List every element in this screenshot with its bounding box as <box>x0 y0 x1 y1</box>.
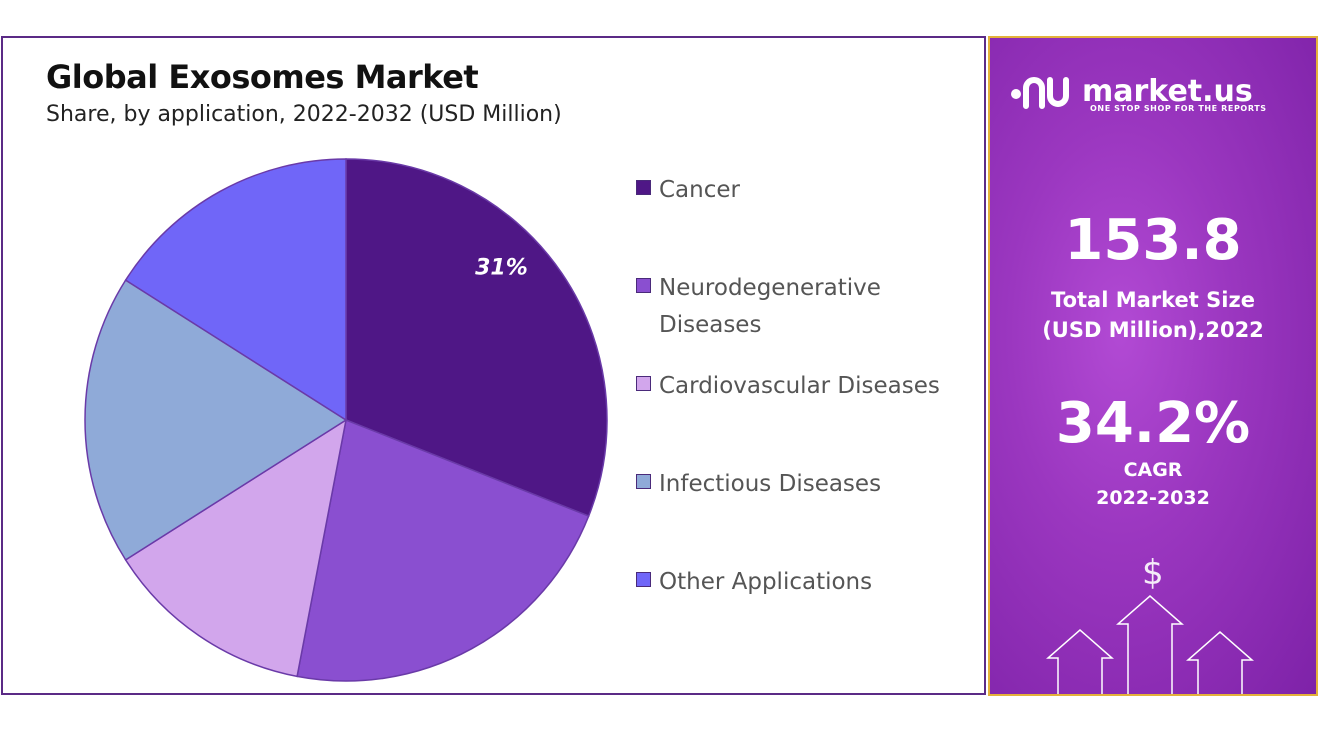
market-size-value: 153.8 <box>1064 208 1242 273</box>
legend-label-neurodegenerative-line2: Diseases <box>659 312 762 338</box>
legend-item-infectious[interactable]: Infectious Diseases <box>636 466 881 503</box>
legend-swatch-cardiovascular <box>636 376 651 391</box>
logo-text: market.us <box>1082 74 1253 109</box>
growth-arrows-icon <box>1046 595 1254 694</box>
legend-item-neurodegenerative[interactable]: Neurodegenerative Diseases <box>636 270 881 344</box>
market-size-label-line1: Total Market Size <box>1051 288 1255 312</box>
legend-swatch-cancer <box>636 180 651 195</box>
market-us-logo-icon <box>1011 77 1069 109</box>
legend-label-neurodegenerative-line1: Neurodegenerative <box>659 275 881 301</box>
legend-label-infectious: Infectious Diseases <box>659 471 882 497</box>
chart-title: Global Exosomes Market <box>46 58 479 96</box>
dollar-icon: $ <box>1142 553 1164 593</box>
legend-label-cardiovascular: Cardiovascular Diseases <box>659 373 940 399</box>
market-summary-sidebar: market.us ONE STOP SHOP FOR THE REPORTS … <box>988 36 1318 696</box>
legend-swatch-neurodegenerative <box>636 278 651 293</box>
pie-slice-cardiovascular-diseases[interactable] <box>124 418 348 678</box>
market-size-label-line2: (USD Million),2022 <box>1042 318 1264 342</box>
pie-slice-infectious-diseases[interactable] <box>84 279 348 561</box>
pie-slice-other-applications[interactable] <box>124 158 347 422</box>
legend-item-cardiovascular[interactable]: Cardiovascular Diseases <box>636 368 940 405</box>
logo-tagline: ONE STOP SHOP FOR THE REPORTS <box>1090 104 1267 113</box>
data-label-cancer: 31% <box>475 255 528 280</box>
legend-label-cancer: Cancer <box>659 177 740 203</box>
legend-item-cancer[interactable]: Cancer <box>636 172 740 209</box>
market-us-logo[interactable]: market.us <box>1010 72 1253 112</box>
chart-subtitle: Share, by application, 2022-2032 (USD Mi… <box>46 102 562 127</box>
legend-label-other: Other Applications <box>659 569 873 595</box>
legend-swatch-other <box>636 572 651 587</box>
cagr-value: 34.2% <box>1055 391 1251 456</box>
legend-item-other[interactable]: Other Applications <box>636 564 872 601</box>
pie-slice-neurodegenerative-diseases[interactable] <box>296 418 590 682</box>
pie-chart: 31% <box>84 158 608 682</box>
pie-slice-cancer[interactable] <box>345 158 608 518</box>
legend-swatch-infectious <box>636 474 651 489</box>
cagr-label-line1: CAGR <box>1123 459 1183 481</box>
cagr-label-line2: 2022-2032 <box>1096 487 1210 509</box>
